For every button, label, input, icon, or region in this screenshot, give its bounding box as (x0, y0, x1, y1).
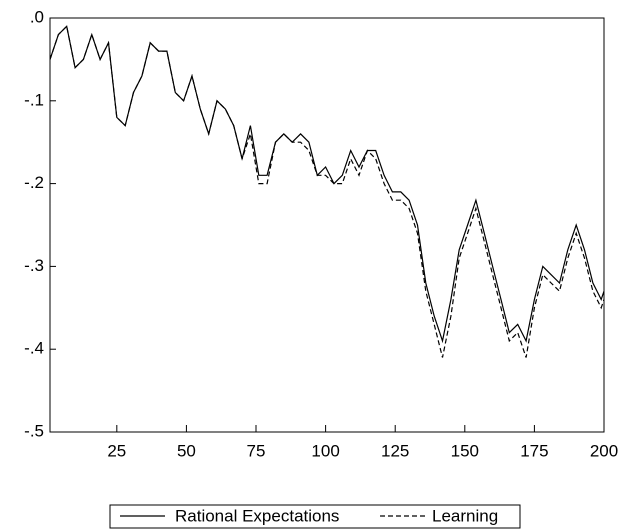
series-line (49, 25, 605, 358)
x-tick-label: 25 (107, 441, 126, 460)
series-line (49, 25, 605, 344)
y-tick-label: -.5 (24, 421, 44, 440)
x-tick-label: 150 (451, 441, 479, 460)
x-tick-label: 125 (381, 441, 409, 460)
y-tick-label: -.3 (24, 256, 44, 275)
legend-label: Rational Expectations (175, 506, 339, 525)
plot-frame (49, 17, 605, 433)
y-tick-label: -.2 (24, 173, 44, 192)
x-tick-label: 75 (247, 441, 266, 460)
y-tick-label: -.4 (24, 339, 44, 358)
y-tick-label: .0 (30, 7, 44, 26)
x-tick-label: 100 (311, 441, 339, 460)
y-tick-label: -.1 (24, 90, 44, 109)
legend-box (109, 504, 521, 529)
x-tick-label: 175 (520, 441, 548, 460)
x-tick-label: 50 (177, 441, 196, 460)
legend-label: Learning (432, 506, 498, 525)
x-tick-label: 200 (590, 441, 618, 460)
